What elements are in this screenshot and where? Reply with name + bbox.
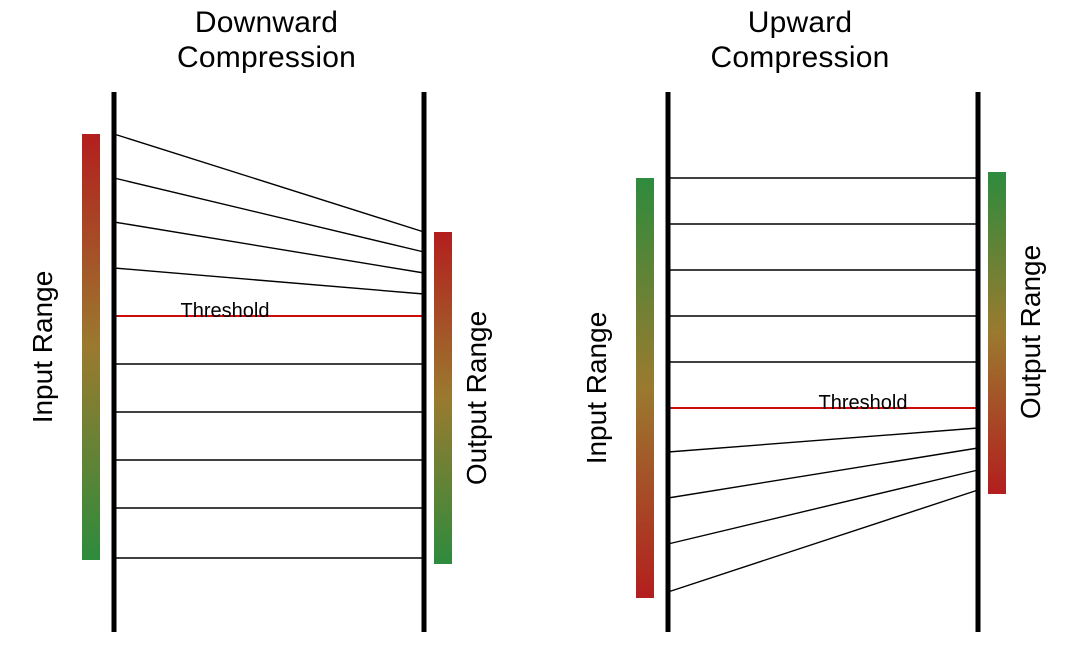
title-line1: Upward bbox=[748, 6, 853, 39]
mapping-line bbox=[668, 490, 978, 592]
input-gradient-bar bbox=[82, 134, 100, 560]
input-gradient-bar bbox=[636, 178, 654, 598]
output-range-label: Output Range bbox=[1015, 222, 1049, 442]
mapping-line bbox=[668, 428, 978, 452]
diagram-upward: Input Range Output Range Threshold bbox=[533, 92, 1067, 632]
canvas: Downward Compression Input Range Output … bbox=[0, 0, 1067, 646]
threshold-label: Threshold bbox=[165, 300, 285, 323]
mapping-line bbox=[114, 178, 424, 252]
mapping-line bbox=[668, 448, 978, 498]
title-line2: Compression bbox=[177, 41, 356, 74]
mapping-line bbox=[668, 470, 978, 544]
title-line2: Compression bbox=[711, 41, 890, 74]
threshold-label: Threshold bbox=[803, 392, 923, 415]
title-line1: Downward bbox=[195, 6, 338, 39]
title-downward: Downward Compression bbox=[0, 6, 533, 75]
panel-downward: Downward Compression Input Range Output … bbox=[0, 0, 533, 646]
svg-downward bbox=[0, 92, 533, 632]
output-range-label: Output Range bbox=[461, 288, 495, 508]
output-gradient-bar bbox=[434, 232, 452, 564]
mapping-line bbox=[114, 134, 424, 232]
title-upward: Upward Compression bbox=[533, 6, 1067, 75]
output-gradient-bar bbox=[988, 172, 1006, 494]
mapping-line bbox=[114, 268, 424, 294]
input-range-label: Input Range bbox=[27, 237, 61, 457]
mapping-line bbox=[114, 222, 424, 273]
input-range-label: Input Range bbox=[581, 278, 615, 498]
diagram-downward: Input Range Output Range Threshold bbox=[0, 92, 533, 632]
panel-upward: Upward Compression Input Range Output Ra… bbox=[533, 0, 1067, 646]
